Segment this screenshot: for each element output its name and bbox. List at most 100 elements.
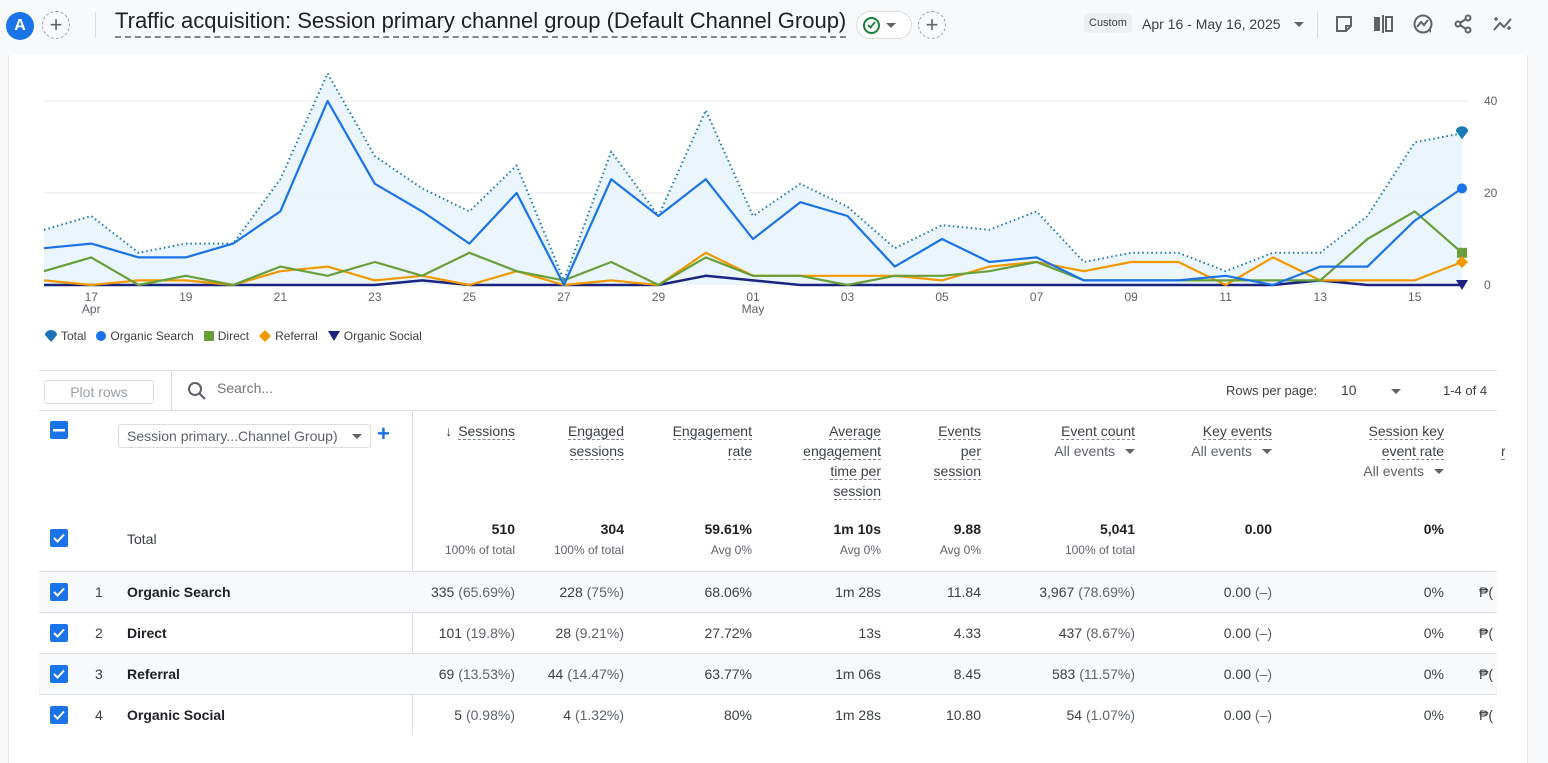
column-header[interactable]: Key events All events	[1112, 421, 1272, 461]
date-range-picker[interactable]: Apr 16 - May 16, 2025	[1142, 16, 1281, 32]
table-cell: 3,967 (78.69%)	[975, 584, 1135, 600]
cell-value: 0.00	[1223, 666, 1251, 682]
column-header[interactable]: Engaged sessions	[514, 421, 624, 461]
channel-name[interactable]: Direct	[127, 625, 167, 641]
table-row[interactable]: 1 Organic Search 335 (65.69%) 228 (75%) 68.0…	[39, 571, 1497, 612]
date-mode-badge[interactable]: Custom	[1084, 13, 1132, 33]
row-checkbox[interactable]	[50, 624, 68, 642]
legend-label: Organic Search	[110, 329, 194, 343]
cell-value: 69	[438, 666, 455, 682]
column-header-label: Average	[829, 423, 881, 440]
table-row[interactable]: 4 Organic Social 5 (0.98%) 4 (1.32%) 80% 1m 2…	[39, 694, 1497, 735]
column-header[interactable]: Engagement rate	[642, 421, 752, 461]
divider	[95, 12, 96, 38]
cell-percentage: (9.21%)	[574, 625, 624, 641]
analytics-sparkle-icon[interactable]	[1491, 12, 1515, 36]
total-checkbox[interactable]	[50, 529, 68, 547]
add-comparison-button[interactable]: +	[42, 11, 70, 39]
table-row[interactable]: 3 Referral 69 (13.53%) 44 (14.47%) 63.77% 1m …	[39, 653, 1497, 694]
cell-percentage: (–)	[1254, 666, 1272, 682]
cell-value: 4	[563, 707, 572, 723]
cell-percentage: (8.67%)	[1085, 625, 1135, 641]
chevron-down-icon[interactable]	[1294, 22, 1304, 27]
event-filter-select[interactable]: All events	[1112, 441, 1272, 461]
cell-percentage: (11.57%)	[1079, 666, 1135, 682]
column-header-label: Session key	[1368, 423, 1444, 440]
y-tick-label: 40	[1484, 94, 1498, 108]
channel-name[interactable]: Organic Social	[127, 707, 226, 723]
insights-icon[interactable]	[1411, 12, 1435, 36]
table-cell: 4 (1.32%)	[514, 707, 624, 723]
column-header[interactable]: ↓ Sessions	[405, 421, 515, 441]
row-checkbox[interactable]	[50, 665, 68, 683]
chevron-down-icon[interactable]	[1391, 389, 1401, 394]
dimension-select[interactable]: Session primary...Channel Group)	[118, 424, 371, 448]
cell-percentage: (–)	[1254, 584, 1272, 600]
account-avatar[interactable]: A	[6, 12, 34, 40]
total-subvalue: 100% of total	[553, 543, 624, 557]
rows-per-page-select[interactable]: 10	[1341, 382, 1357, 398]
x-tick-label: 29	[652, 290, 666, 304]
channel-name[interactable]: Organic Search	[127, 584, 231, 600]
table-cell: 0.00 (–)	[1112, 625, 1272, 641]
report-header: A + Traffic acquisition: Session primary…	[0, 0, 1548, 50]
report-status-dropdown[interactable]	[856, 11, 912, 39]
column-header[interactable]: Events per session	[901, 421, 981, 481]
cell-value: 11.84	[947, 584, 981, 600]
event-filter-select[interactable]: All events	[1274, 461, 1444, 481]
column-header-overflow[interactable]: r	[1501, 443, 1505, 460]
cell-value: 3,967	[1039, 584, 1075, 600]
add-filter-button[interactable]: +	[918, 11, 946, 39]
check-icon	[53, 710, 65, 720]
search-input[interactable]	[217, 380, 517, 396]
report-card: 0 20 40 17 Apr 19 21 23 25 27 29 01 May 03 05 07 09 11 13 1…	[8, 55, 1528, 763]
cell-percentage: (13.53%)	[458, 666, 515, 682]
x-tick-label: 07	[1030, 290, 1044, 304]
organic-search-end-marker	[1457, 183, 1467, 194]
x-tick-label: 03	[841, 290, 855, 304]
check-icon	[53, 669, 65, 679]
legend-item[interactable]: Organic Search	[96, 329, 194, 343]
row-checkbox[interactable]	[50, 583, 68, 601]
cell-value: 101	[438, 625, 463, 641]
compare-icon[interactable]	[1371, 12, 1395, 36]
page-title[interactable]: Traffic acquisition: Session primary cha…	[115, 8, 847, 38]
truncated-revenue-cell: ₱(	[1479, 584, 1493, 600]
table-row[interactable]: 2 Direct 101 (19.8%) 28 (9.21%) 27.72% 13s 4.3…	[39, 612, 1497, 653]
customize-report-icon[interactable]	[1332, 12, 1356, 36]
column-header[interactable]: Event count All events	[975, 421, 1135, 461]
table-cell: 0%	[1274, 584, 1444, 600]
total-end-marker	[1456, 126, 1468, 140]
select-all-checkbox[interactable]	[50, 421, 68, 439]
row-checkbox[interactable]	[50, 706, 68, 724]
add-dimension-button[interactable]: +	[377, 421, 390, 446]
column-header-label: Engaged	[567, 423, 624, 440]
legend-label: Referral	[275, 329, 318, 343]
total-value: 9.88	[953, 521, 981, 537]
cell-percentage: (–)	[1254, 625, 1272, 641]
plot-rows-button[interactable]: Plot rows	[44, 380, 154, 404]
row-number: 3	[95, 666, 103, 682]
legend-item[interactable]: Total	[45, 329, 86, 343]
legend-item[interactable]: Direct	[203, 329, 249, 343]
event-filter-select[interactable]: All events	[975, 441, 1135, 461]
cell-value: 68.06%	[704, 584, 752, 600]
x-tick-label: 19	[179, 290, 193, 304]
cell-percentage: (75%)	[586, 584, 624, 600]
check-icon	[53, 587, 65, 597]
cell-value: 54	[1066, 707, 1083, 723]
cell-percentage: (78.69%)	[1078, 584, 1135, 600]
column-header[interactable]: Session key event rate All events	[1274, 421, 1444, 481]
divider	[1317, 12, 1318, 38]
legend-item[interactable]: Organic Social	[327, 329, 422, 343]
pin-marker-icon	[45, 330, 57, 342]
total-label: Total	[127, 531, 157, 547]
table-cell: 4.33	[901, 625, 981, 641]
table-cell: 335 (65.69%)	[405, 584, 515, 600]
legend-item[interactable]: Referral	[259, 329, 318, 343]
column-header[interactable]: Average engagement time per session	[771, 421, 881, 501]
cell-value: 5	[454, 707, 463, 723]
search-icon	[187, 381, 207, 406]
share-icon[interactable]	[1451, 12, 1475, 36]
channel-name[interactable]: Referral	[127, 666, 180, 682]
